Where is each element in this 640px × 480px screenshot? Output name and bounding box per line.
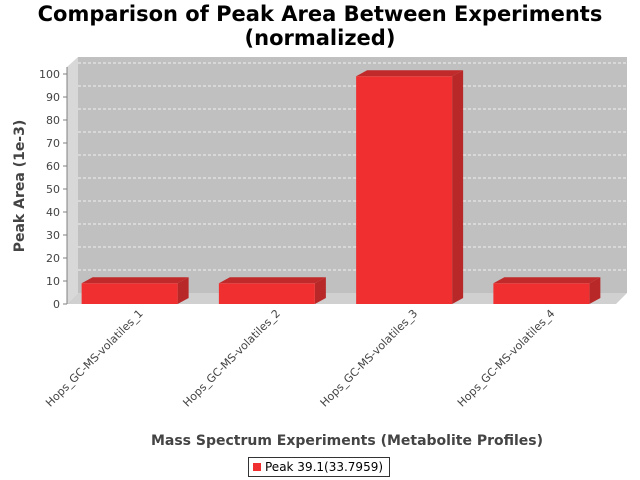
bar-top bbox=[218, 277, 326, 284]
bar bbox=[356, 76, 453, 304]
x-axis-title: Mass Spectrum Experiments (Metabolite Pr… bbox=[151, 433, 543, 449]
y-tick-label: 90 bbox=[46, 91, 60, 104]
y-tick-label: 20 bbox=[46, 252, 60, 265]
chart-title: Comparison of Peak Area Between Experime… bbox=[0, 2, 640, 50]
y-tick-label: 10 bbox=[46, 275, 60, 288]
legend-swatch bbox=[253, 463, 261, 471]
plot-left-wall bbox=[67, 57, 78, 304]
y-tick-label: 0 bbox=[53, 298, 60, 311]
y-tick-label: 60 bbox=[46, 160, 60, 173]
bar bbox=[493, 283, 590, 304]
chart-title-main: Comparison of Peak Area Between Experime… bbox=[37, 2, 603, 26]
bar-side bbox=[314, 277, 326, 304]
y-tick-label: 50 bbox=[46, 183, 60, 196]
bar-side bbox=[589, 277, 601, 304]
bar bbox=[218, 283, 315, 304]
bar-top bbox=[356, 70, 464, 77]
bar-top bbox=[493, 277, 601, 284]
bar bbox=[81, 283, 178, 304]
y-tick-label: 30 bbox=[46, 229, 60, 242]
y-tick-label: 100 bbox=[39, 68, 60, 81]
y-tick-label: 80 bbox=[46, 114, 60, 127]
legend-label: Peak 39.1(33.7959) bbox=[265, 460, 384, 474]
x-tick-label: Hops_GC-MS-volatiles_2 bbox=[180, 307, 283, 410]
bar-side bbox=[177, 277, 189, 304]
plot-floor bbox=[67, 293, 627, 304]
chart-subtitle: (normalized) bbox=[244, 26, 396, 50]
legend: Peak 39.1(33.7959) bbox=[248, 457, 390, 477]
y-axis-title: Peak Area (1e-3) bbox=[12, 120, 28, 253]
plot-back-wall bbox=[78, 57, 627, 293]
x-tick-label: Hops_GC-MS-volatiles_1 bbox=[43, 307, 146, 410]
y-tick-label: 70 bbox=[46, 137, 60, 150]
y-tick-label: 40 bbox=[46, 206, 60, 219]
bar-side bbox=[452, 70, 464, 304]
bar-top bbox=[81, 277, 189, 284]
x-tick-label: Hops_GC-MS-volatiles_4 bbox=[455, 307, 558, 410]
x-tick-label: Hops_GC-MS-volatiles_3 bbox=[318, 307, 421, 410]
